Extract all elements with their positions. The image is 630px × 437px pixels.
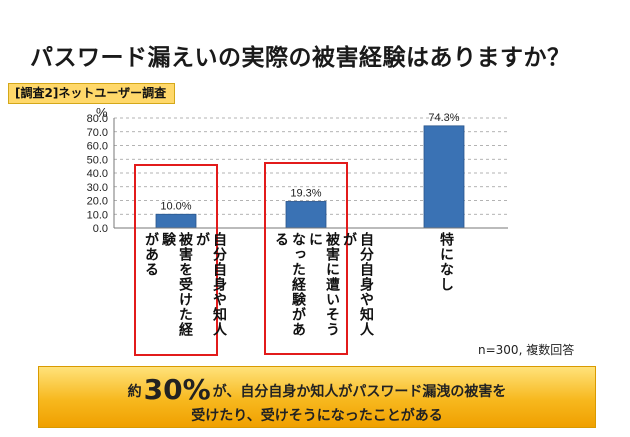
category-label-2-line-1: 自分自身や知人が	[341, 232, 374, 337]
highlight-box-2	[264, 162, 348, 355]
value-labels: 10.0% 19.3% 74.3%	[160, 112, 459, 212]
banner-highlight: 30%	[143, 373, 211, 406]
category-label-1: 自分自身や知人が 被害を受けた経験 がある	[142, 232, 227, 350]
banner-prefix: 約	[127, 384, 142, 400]
category-label-1-line-1: 自分自身や知人が	[194, 232, 227, 337]
value-label-2: 19.3%	[290, 187, 321, 199]
category-label-1-line-2: 被害を受けた経験	[160, 232, 193, 337]
summary-banner: 約30% が、自分自身か知人がパスワード漏洩の被害を 受けたり、受けそうになったこ…	[38, 366, 596, 428]
y-unit-label: %	[96, 105, 108, 120]
y-tick-label: 30.0	[87, 182, 108, 194]
category-label-3: 特になし	[437, 232, 454, 312]
category-label-2-line-3: なった経験がある	[273, 232, 306, 337]
category-label-2-line-2: 被害に遭いそうに	[307, 232, 340, 337]
survey-tag: [調査2]ネットユーザー調査	[8, 83, 176, 104]
y-tick-label: 20.0	[87, 196, 108, 208]
banner-line-1: 約30% が、自分自身か知人がパスワード漏洩の被害を	[39, 373, 595, 406]
bar-3	[423, 125, 465, 229]
value-label-1: 10.0%	[160, 200, 191, 212]
category-label-2: 自分自身や知人が 被害に遭いそうに なった経験がある	[272, 232, 374, 350]
highlight-box-1	[134, 164, 218, 356]
y-tick-label: 80.0	[87, 113, 108, 125]
value-label-3: 74.3%	[428, 112, 459, 124]
category-label-1-line-3: がある	[143, 232, 159, 277]
y-tick-label: 10.0	[87, 209, 108, 221]
y-tick-label: 50.0	[87, 154, 108, 166]
bars	[155, 125, 465, 229]
y-tick-labels: 80.0 70.0 60.050.0 40.0 30.0 20.010.0 0.0	[87, 113, 108, 235]
y-tick-label: 0.0	[93, 223, 108, 235]
y-tick-label: 40.0	[87, 168, 108, 180]
y-tick-label: 70.0	[87, 127, 108, 139]
bar-2	[285, 201, 327, 229]
y-tick-label: 60.0	[87, 141, 108, 153]
banner-line-2: 受けたり、受けそうになったことがある	[191, 408, 443, 424]
banner-line-1-text: が、自分自身か知人がパスワード漏洩の被害を	[212, 384, 507, 400]
category-label-3-line-1: 特になし	[438, 232, 454, 292]
sample-note: n=300, 複数回答	[478, 343, 575, 357]
page-title: パスワード漏えいの実際の被害経験はありますか？	[30, 45, 571, 71]
